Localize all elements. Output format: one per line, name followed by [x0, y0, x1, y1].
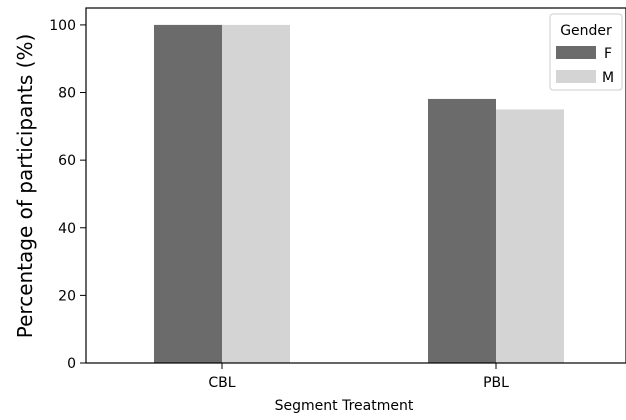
- x-tick-label-cbl: CBL: [208, 375, 235, 391]
- bar-cbl-m: [222, 24, 290, 364]
- bars-group: [154, 24, 564, 364]
- y-tick-label: 40: [58, 221, 76, 237]
- legend-title: Gender: [560, 23, 612, 39]
- legend-swatch-f: [556, 46, 596, 59]
- plot-frame: [85, 7, 626, 364]
- y-tick-label: 60: [58, 153, 76, 169]
- bar-pbl-f: [428, 98, 496, 363]
- legend: Gender F M: [549, 13, 623, 91]
- x-axis-label: Segment Treatment: [275, 398, 414, 414]
- x-axis-ticks: CBL PBL: [208, 363, 509, 391]
- legend-label-m: M: [602, 70, 614, 86]
- legend-label-f: F: [604, 46, 612, 62]
- y-tick-label: 20: [58, 288, 76, 304]
- bar-pbl-m: [496, 109, 564, 363]
- y-tick-label: 0: [67, 356, 76, 372]
- y-tick-label: 80: [58, 86, 76, 102]
- y-axis-ticks: 0 20 40 60 80 100: [49, 18, 86, 372]
- y-tick-label: 100: [49, 18, 76, 34]
- bar-cbl-f: [154, 24, 222, 364]
- x-tick-label-pbl: PBL: [483, 375, 509, 391]
- legend-swatch-m: [556, 70, 596, 83]
- y-axis-label: Percentage of participants (%): [13, 34, 37, 338]
